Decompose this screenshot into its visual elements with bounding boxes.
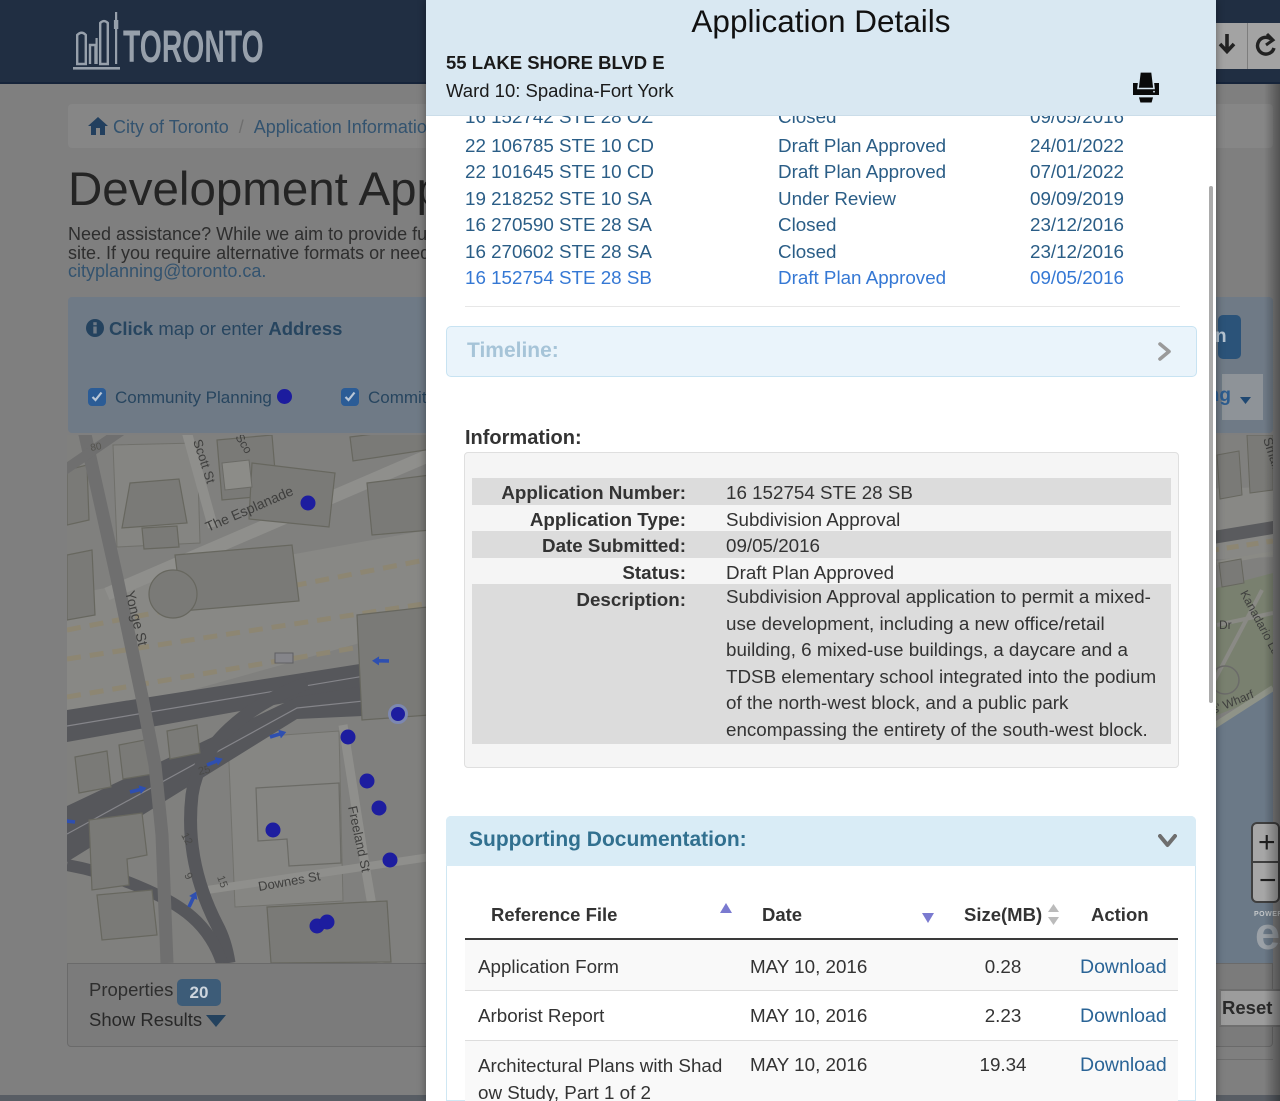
svg-text:TORONTO: TORONTO — [123, 21, 264, 71]
svg-text:80: 80 — [90, 441, 103, 454]
svg-text:9: 9 — [181, 871, 194, 882]
svg-text:25: 25 — [197, 764, 211, 778]
svg-text:Dr: Dr — [1219, 618, 1232, 632]
svg-text:15: 15 — [214, 874, 229, 890]
svg-text:12: 12 — [178, 831, 194, 847]
